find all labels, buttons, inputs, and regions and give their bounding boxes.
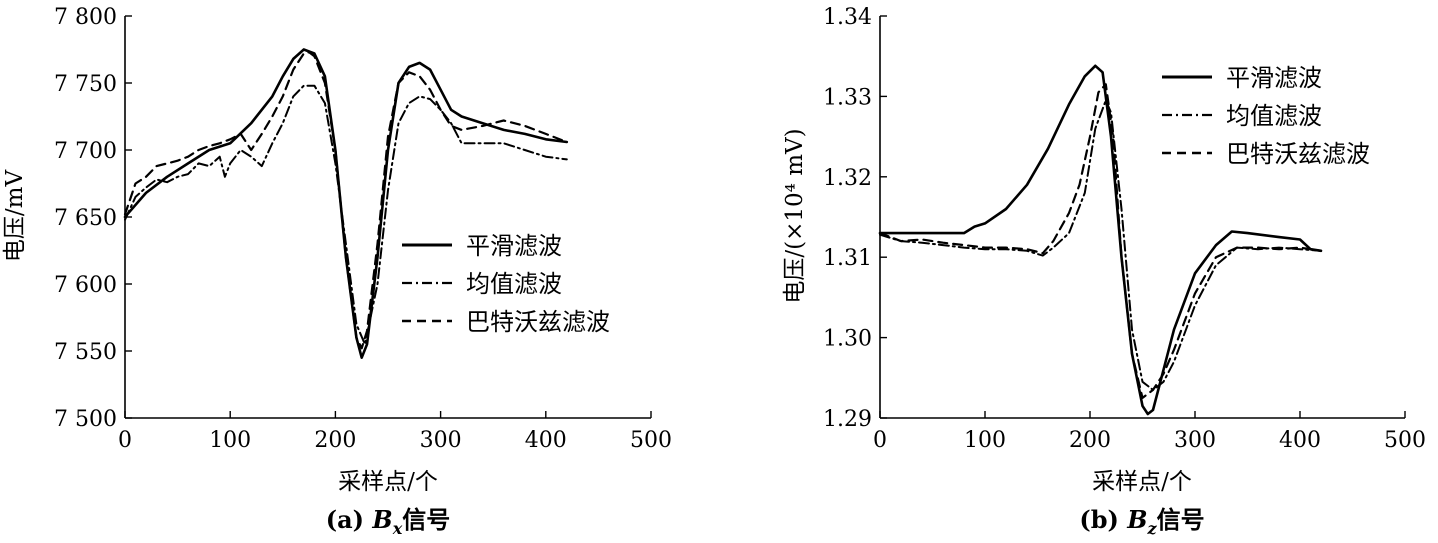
y-tick-label-a: 7 500 [54,407,117,432]
y-tick-label-a: 7 600 [54,273,117,298]
y-axis-label-b: 电压/(×10⁴ mV) [782,128,808,303]
caption-b-symbol: B [1126,505,1147,534]
y-tick-label-b: 1.29 [823,407,872,432]
caption-b-suffix: 信号 [1157,505,1205,534]
y-tick-label-a: 7 750 [54,72,117,97]
legend-label-a-2: 均值滤波 [466,270,562,298]
x-tick-label-b: 300 [1174,428,1216,453]
series-line-b-3 [878,83,1323,399]
legend-label-b-3: 巴特沃兹滤波 [1226,140,1370,168]
x-axis-label-b: 采样点/个 [1092,469,1192,495]
chart-panel-b: 0 100 200 300 400 500 1.29 1.30 1.31 1.32 1.33 1.34… [782,5,1426,538]
x-tick-label-a: 300 [420,428,462,453]
series-line-a-3 [123,51,568,350]
y-tick-label-b: 1.33 [823,85,872,110]
x-tick-label-b: 400 [1279,428,1321,453]
caption-a: (a) Bx信号 [326,505,450,538]
x-tick-label-b: 100 [964,428,1006,453]
y-tick-label-a: 7 550 [54,340,117,365]
series-line-a-1 [123,48,569,359]
caption-a-sub: x [392,519,403,538]
caption-b-sub: z [1147,519,1158,538]
caption-a-suffix: 信号 [402,505,450,534]
y-tick-label-a: 7 700 [54,139,117,164]
caption-b: (b) Bz信号 [1079,505,1204,538]
x-tick-label-b: 0 [873,428,887,453]
x-tick-label-b: 200 [1069,428,1111,453]
x-tick-label-a: 400 [525,428,567,453]
y-tick-label-a: 7 650 [54,206,117,231]
y-tick-label-a: 7 800 [54,5,117,30]
y-tick-label-b: 1.31 [823,246,872,271]
caption-a-prefix: (a) [326,505,373,534]
y-tick-label-b: 1.32 [823,166,872,191]
series-line-b-2 [879,99,1322,391]
caption-b-prefix: (b) [1079,505,1127,534]
y-tick-label-b: 1.34 [823,5,872,30]
x-tick-label-a: 0 [118,428,132,453]
series-line-a-2 [124,84,568,346]
x-tick-label-a: 100 [209,428,251,453]
x-axis-label-a: 采样点/个 [338,469,438,495]
legend-label-b-2: 均值滤波 [1226,102,1322,130]
caption-a-symbol: B [371,505,392,534]
x-tick-label-a: 500 [630,428,672,453]
legend-label-a-1: 平滑滤波 [466,232,562,260]
y-axis-label-a: 电压/mV [2,170,28,263]
x-tick-label-a: 200 [314,428,356,453]
legend-label-a-3: 巴特沃兹滤波 [466,308,610,336]
chart-panel-a: 0 100 200 300 400 500 7 500 7 550 7 600 7 650 7 70… [2,5,672,538]
x-tick-label-b: 500 [1384,428,1426,453]
y-tick-label-b: 1.30 [823,327,872,352]
legend-label-b-1: 平滑滤波 [1226,64,1322,92]
